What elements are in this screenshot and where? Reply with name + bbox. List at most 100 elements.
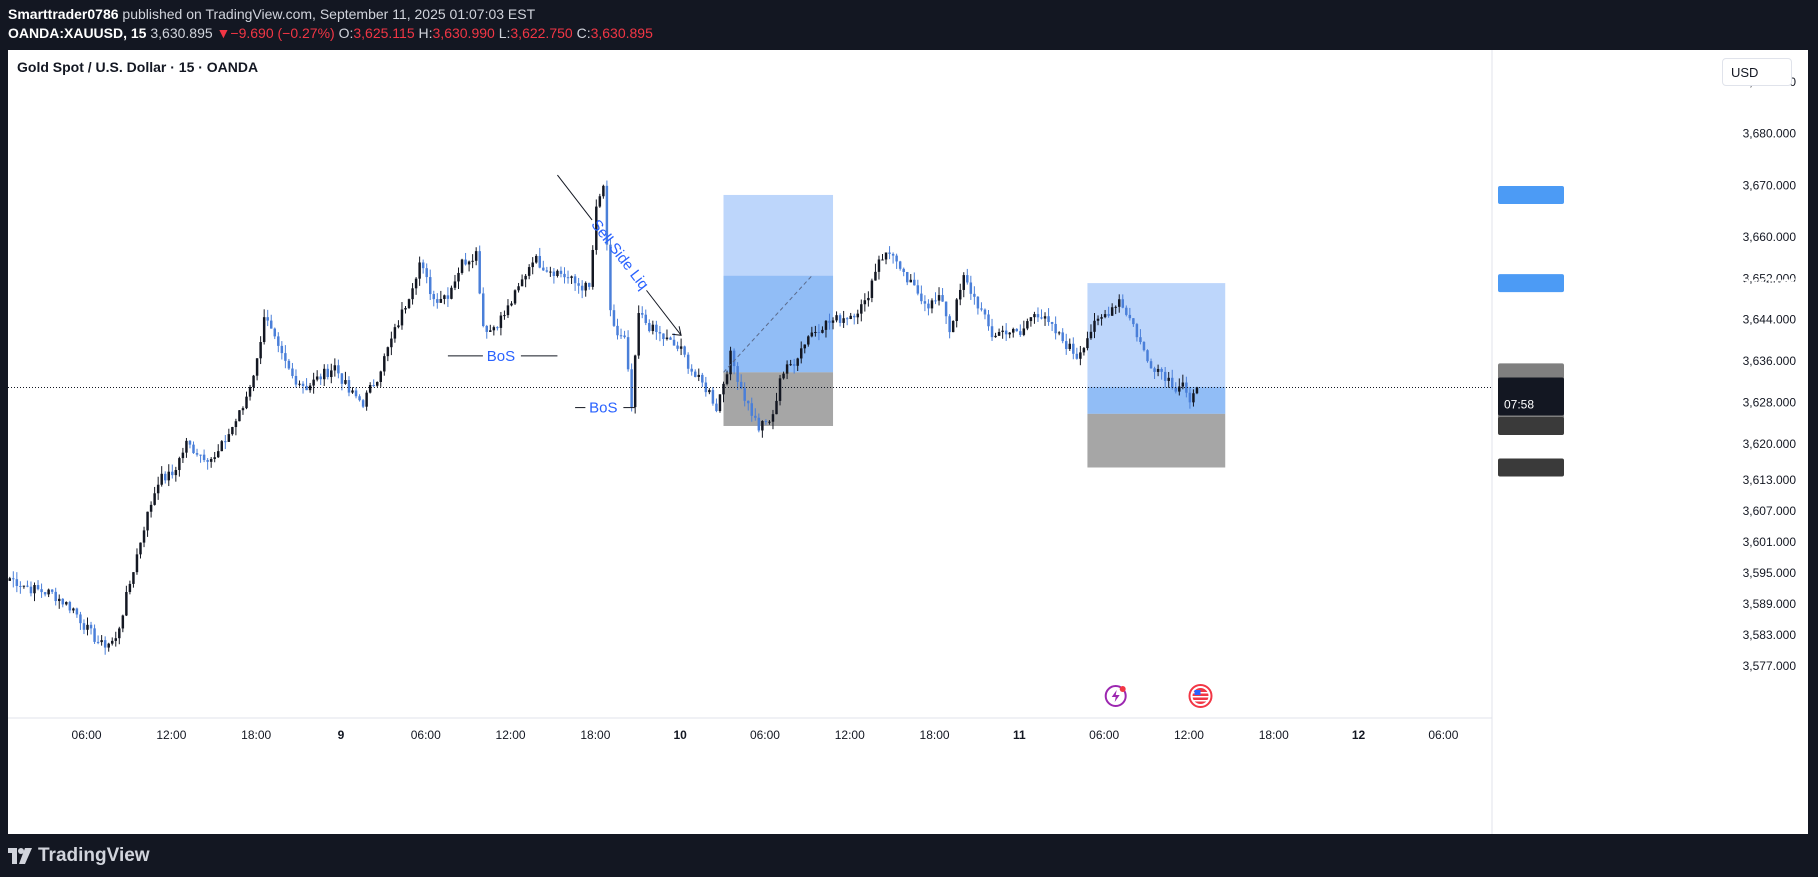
candle-body — [1128, 314, 1132, 319]
price-tag-label: 3,633.824 — [1743, 365, 1797, 379]
candle-body — [563, 273, 566, 278]
candle-body — [375, 381, 379, 386]
candle-body — [414, 278, 418, 289]
price-tag-label: 3,668.145 — [1743, 188, 1797, 202]
candle-body — [347, 380, 351, 393]
candle-body — [584, 282, 587, 291]
candle-body — [467, 261, 471, 265]
candle-body — [602, 185, 605, 197]
candle-body — [821, 329, 824, 333]
candle-body — [82, 623, 86, 630]
candle-body — [269, 320, 273, 329]
candle-body — [238, 410, 241, 422]
candle-body — [1022, 328, 1026, 335]
candle-body — [729, 350, 732, 375]
candle-body — [121, 615, 125, 629]
price-tick-label: 3,589.000 — [1743, 597, 1797, 611]
candle-body — [510, 303, 513, 306]
candle-body — [439, 298, 443, 303]
candle-body — [1075, 353, 1079, 359]
publisher-name[interactable]: Smarttrader0786 — [8, 6, 119, 22]
candle-body — [1050, 322, 1054, 324]
candle-body — [397, 325, 400, 328]
price-tag — [1498, 274, 1564, 293]
candle-body — [245, 396, 248, 409]
candle-body — [1117, 299, 1121, 307]
candle-body — [280, 345, 284, 354]
candle-body — [234, 421, 238, 428]
candle-body — [1188, 392, 1192, 403]
candle-body — [26, 585, 29, 587]
symbol-label: OANDA:XAUUSD, 15 — [8, 25, 147, 41]
candle-body — [47, 589, 50, 595]
candle-body — [181, 452, 185, 459]
candle-body — [361, 400, 365, 407]
candle-body — [1040, 317, 1043, 319]
candle-body — [693, 371, 697, 377]
position-progress-zone-1 — [1087, 386, 1226, 414]
candle-body — [934, 300, 937, 302]
candle-body — [1110, 307, 1114, 316]
candle-body — [160, 473, 163, 485]
candle-body — [1093, 320, 1096, 332]
candle-body — [75, 608, 79, 615]
price-tag-label: 3,623.443 — [1743, 419, 1797, 433]
candle-body — [842, 318, 845, 323]
candle-body — [478, 251, 481, 294]
candle-body — [1174, 387, 1178, 392]
candle-body — [987, 314, 990, 327]
candle-body — [662, 333, 665, 340]
candle-body — [1153, 368, 1156, 372]
close-value: 3,630.895 — [590, 25, 653, 41]
candle-body — [22, 585, 26, 587]
candle-body — [722, 383, 725, 395]
candle-body — [19, 585, 22, 587]
candle-body — [598, 196, 602, 207]
candle-body — [1047, 316, 1050, 323]
candle-body — [202, 454, 206, 461]
candle-body — [390, 338, 393, 348]
tradingview-logo[interactable]: TradingView — [8, 845, 150, 867]
candle-body — [1178, 386, 1181, 392]
candle-body — [149, 504, 153, 512]
time-tick-label: 11 — [1013, 728, 1026, 742]
candle-body — [997, 332, 1001, 336]
candle-body — [294, 375, 298, 385]
currency-button[interactable]: USD — [1722, 58, 1792, 86]
current-price-label: 3,630.895 — [1743, 380, 1797, 394]
position-stop-zone-1 — [1087, 413, 1226, 468]
candle-body — [8, 578, 12, 581]
bar-countdown: 07:58 — [1504, 397, 1534, 411]
candle-body — [1107, 314, 1110, 316]
candle-body — [227, 434, 231, 442]
candle-body — [1008, 332, 1011, 335]
candle-body — [746, 400, 750, 404]
candle-body — [1054, 323, 1057, 334]
candle-body — [983, 309, 987, 315]
candle-body — [1033, 314, 1036, 318]
candle-body — [407, 299, 411, 308]
price-tick-label: 3,644.000 — [1743, 313, 1797, 327]
candle-body — [224, 441, 227, 443]
tradingview-brand: TradingView — [38, 844, 150, 866]
candle-body — [796, 358, 799, 366]
candle-body — [312, 379, 315, 386]
candle-body — [630, 369, 633, 408]
candle-body — [174, 470, 178, 476]
candle-body — [810, 332, 814, 337]
candle-body — [644, 314, 648, 323]
sell-side-arrow-line-1 — [557, 174, 593, 221]
candle-body — [1167, 377, 1170, 381]
candle-body — [814, 331, 817, 333]
candle-body — [944, 301, 948, 317]
candle-body — [799, 348, 803, 359]
price-tick-label: 3,607.000 — [1743, 504, 1797, 518]
candle-body — [326, 368, 330, 378]
candle-body — [637, 313, 640, 356]
candle-body — [287, 360, 291, 369]
candle-body — [580, 285, 584, 291]
candle-body — [888, 252, 891, 254]
candle-body — [616, 325, 619, 336]
